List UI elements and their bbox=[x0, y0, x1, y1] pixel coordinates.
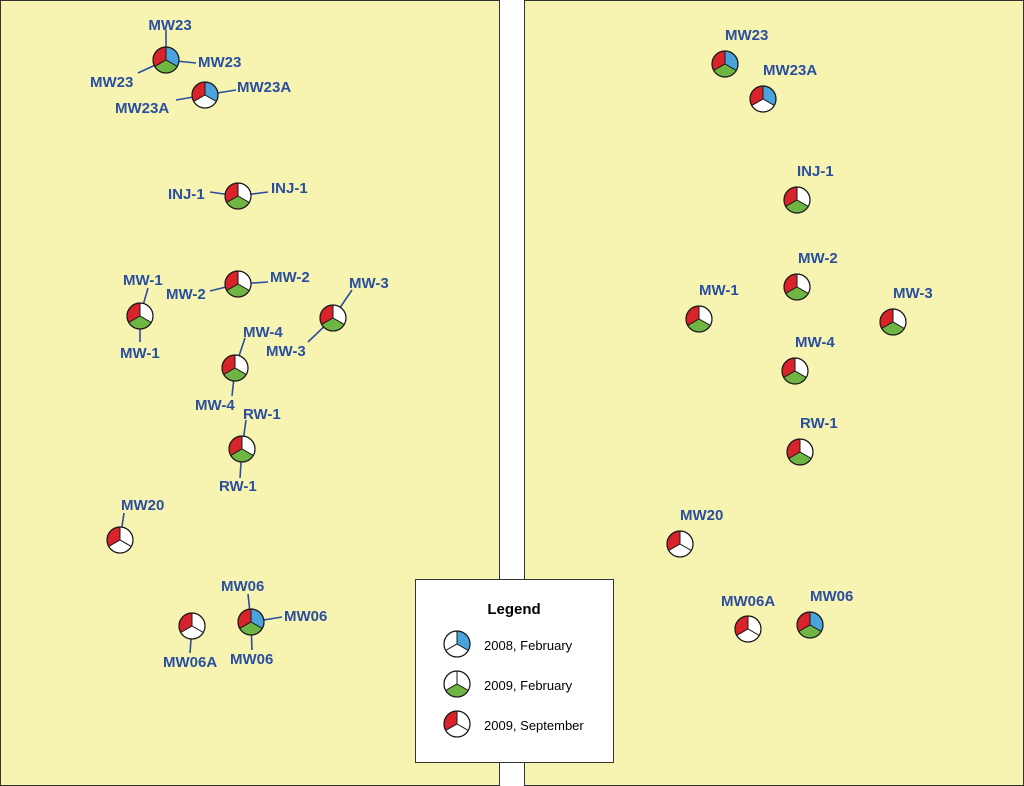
well-label: MW-2 bbox=[270, 269, 310, 286]
pie-outline bbox=[666, 530, 694, 558]
pie-outline bbox=[796, 611, 824, 639]
pie-outline bbox=[734, 615, 762, 643]
pie-outline bbox=[781, 357, 809, 385]
well-label: MW-4 bbox=[195, 397, 235, 414]
well-label: INJ-1 bbox=[797, 163, 834, 180]
pie-outline bbox=[685, 305, 713, 333]
pie-outline bbox=[106, 526, 134, 554]
well-label: MW-3 bbox=[349, 275, 389, 292]
legend-symbols bbox=[443, 630, 471, 738]
well-label: MW06 bbox=[221, 578, 264, 595]
well-label: MW23A bbox=[763, 62, 817, 79]
well-pie-symbol bbox=[319, 304, 347, 332]
pie-outline bbox=[783, 186, 811, 214]
well-label: MW-3 bbox=[893, 285, 933, 302]
well-label: MW-1 bbox=[699, 282, 739, 299]
well-label: MW23 bbox=[148, 17, 191, 34]
well-pie-symbol bbox=[666, 530, 694, 558]
well-label: MW06 bbox=[284, 608, 327, 625]
pie-outline bbox=[443, 710, 471, 738]
well-pie-symbol bbox=[237, 608, 265, 636]
pie-outline bbox=[224, 270, 252, 298]
pie-outline bbox=[783, 273, 811, 301]
pie-outline bbox=[319, 304, 347, 332]
legend: Legend 2008, February 2009, February 200… bbox=[415, 579, 614, 763]
well-pie-symbol bbox=[749, 85, 777, 113]
well-label: MW-4 bbox=[243, 324, 283, 341]
well-label: MW06A bbox=[721, 593, 775, 610]
well-pie-symbol bbox=[781, 357, 809, 385]
well-label: MW-1 bbox=[120, 345, 160, 362]
well-pie-symbol bbox=[685, 305, 713, 333]
well-pie-symbol bbox=[221, 354, 249, 382]
well-label: RW-1 bbox=[243, 406, 281, 423]
pie-outline bbox=[443, 630, 471, 658]
well-label: MW-3 bbox=[266, 343, 306, 360]
well-pie-symbol bbox=[734, 615, 762, 643]
pie-outline bbox=[126, 302, 154, 330]
legend-entry-label: 2008, February bbox=[484, 638, 573, 653]
well-label: MW06 bbox=[810, 588, 853, 605]
well-pie-symbol bbox=[228, 435, 256, 463]
pie-outline bbox=[191, 81, 219, 109]
well-pie-symbol bbox=[224, 270, 252, 298]
pie-outline bbox=[178, 612, 206, 640]
pie-outline bbox=[224, 182, 252, 210]
well-label: MW23A bbox=[115, 100, 169, 117]
well-label: MW-2 bbox=[798, 250, 838, 267]
legend-pie-symbol bbox=[443, 710, 471, 738]
well-label: RW-1 bbox=[800, 415, 838, 432]
well-label: MW23A bbox=[237, 79, 291, 96]
well-label: MW-4 bbox=[795, 334, 835, 351]
well-label: MW23 bbox=[198, 54, 241, 71]
well-label: MW20 bbox=[680, 507, 723, 524]
well-label: MW06A bbox=[163, 654, 217, 671]
pie-outline bbox=[879, 308, 907, 336]
legend-entry-label: 2009, September bbox=[484, 718, 584, 733]
well-pie-symbol bbox=[106, 526, 134, 554]
legend-pie-symbol bbox=[443, 630, 471, 658]
well-pie-symbol bbox=[711, 50, 739, 78]
well-label: MW-1 bbox=[123, 272, 163, 289]
legend-title: Legend bbox=[487, 601, 540, 618]
well-pie-symbol bbox=[126, 302, 154, 330]
well-label: INJ-1 bbox=[168, 186, 205, 203]
well-pie-symbol bbox=[178, 612, 206, 640]
well-pie-symbol bbox=[152, 46, 180, 74]
pie-outline bbox=[221, 354, 249, 382]
pie-outline bbox=[749, 85, 777, 113]
well-symbols bbox=[106, 46, 907, 643]
well-label: MW06 bbox=[230, 651, 273, 668]
pie-outline bbox=[228, 435, 256, 463]
well-label: RW-1 bbox=[219, 478, 257, 495]
right-map-labels: MW23 MW23A INJ-1 MW-2 MW-1 MW-3 MW-4 RW-… bbox=[680, 27, 933, 610]
well-pie-symbol bbox=[879, 308, 907, 336]
well-label: MW23 bbox=[90, 74, 133, 91]
pie-outline bbox=[443, 670, 471, 698]
well-label: MW20 bbox=[121, 497, 164, 514]
well-pie-symbol bbox=[786, 438, 814, 466]
well-label: INJ-1 bbox=[271, 180, 308, 197]
well-pie-symbol bbox=[783, 273, 811, 301]
well-pie-symbol bbox=[783, 186, 811, 214]
left-map-labels: MW23 MW23 MW23 MW23A MW23A INJ-1 INJ-1 M… bbox=[90, 17, 389, 671]
well-pie-symbol bbox=[224, 182, 252, 210]
legend-entry-label: 2009, February bbox=[484, 678, 573, 693]
pie-outline bbox=[711, 50, 739, 78]
pie-outline bbox=[152, 46, 180, 74]
pie-outline bbox=[237, 608, 265, 636]
well-label: MW-2 bbox=[166, 286, 206, 303]
well-pie-symbol bbox=[796, 611, 824, 639]
pie-outline bbox=[786, 438, 814, 466]
well-label: MW23 bbox=[725, 27, 768, 44]
legend-pie-symbol bbox=[443, 670, 471, 698]
well-pie-symbol bbox=[191, 81, 219, 109]
